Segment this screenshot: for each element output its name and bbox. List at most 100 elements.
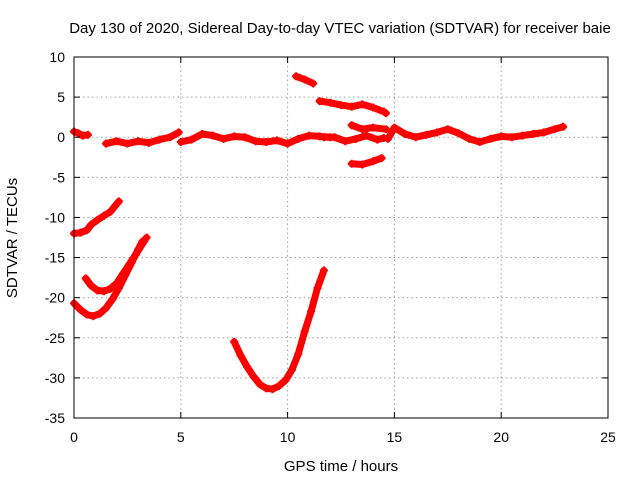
data-point-marker (262, 138, 271, 147)
data-point-marker (390, 123, 399, 132)
data-point-marker (362, 131, 371, 140)
data-point-marker (369, 123, 378, 132)
data-point-marker (411, 133, 420, 142)
data-point-marker (81, 274, 90, 283)
data-point-marker (219, 134, 228, 143)
data-point-marker (401, 130, 410, 139)
data-point-marker (112, 137, 121, 146)
series-track-1150-1430 (319, 131, 388, 146)
data-series (70, 72, 568, 394)
data-point-marker (131, 250, 140, 259)
series-track-1030-1120 (292, 72, 318, 88)
data-point-marker (89, 312, 98, 321)
data-point-marker (255, 380, 264, 389)
data-point-marker (93, 215, 102, 224)
data-point-marker (198, 130, 207, 139)
data-point-marker (381, 125, 390, 134)
data-point-marker (74, 129, 83, 138)
data-point-marker (358, 100, 367, 109)
y-tick-label: -35 (45, 410, 65, 426)
data-point-marker (422, 130, 431, 139)
data-point-marker (268, 385, 277, 394)
data-point-marker (87, 281, 96, 290)
data-point-marker (82, 226, 91, 235)
data-point-marker (358, 125, 367, 134)
series-track-1470-2300 (383, 122, 568, 147)
y-tick-label: -10 (45, 209, 65, 225)
data-point-marker (287, 365, 296, 374)
data-point-marker (125, 259, 134, 268)
series-track-0130-0500 (102, 128, 183, 148)
data-point-marker (377, 154, 386, 163)
y-tick-label: 10 (49, 49, 65, 65)
data-point-marker (300, 75, 309, 84)
data-point-marker (550, 125, 559, 134)
x-tick-label: 0 (70, 429, 78, 445)
data-point-marker (102, 304, 111, 313)
x-axis-label: GPS time / hours (284, 458, 398, 475)
data-point-marker (559, 122, 568, 131)
data-point-marker (529, 130, 538, 139)
y-tick-label: -30 (45, 370, 65, 386)
data-point-marker (307, 307, 316, 316)
data-point-marker (358, 160, 367, 169)
data-point-marker (230, 337, 239, 346)
y-tick-label: 5 (57, 89, 65, 105)
data-point-marker (497, 132, 506, 141)
data-point-marker (486, 134, 495, 143)
data-point-marker (230, 132, 239, 141)
data-point-marker (326, 98, 335, 107)
data-point-marker (465, 134, 474, 143)
data-point-marker (82, 310, 91, 319)
data-point-marker (281, 376, 290, 385)
x-tick-label: 5 (177, 429, 185, 445)
plot-frame (73, 56, 609, 419)
data-point-marker (347, 102, 356, 111)
y-axis-label: SDTVAR / TECUs (4, 178, 21, 298)
data-point-marker (119, 269, 128, 278)
x-tick-label: 10 (280, 429, 296, 445)
data-point-marker (114, 197, 123, 206)
data-point-marker (383, 134, 392, 143)
data-point-marker (373, 135, 382, 144)
series-track-1300-1440 (347, 154, 386, 169)
series-line (348, 121, 390, 133)
data-point-marker (272, 136, 281, 145)
data-point-marker (102, 139, 111, 148)
data-point-marker (341, 137, 350, 146)
y-tick-label: 0 (57, 129, 65, 145)
data-point-marker (76, 228, 85, 237)
data-point-marker (475, 138, 484, 147)
series-track-0730-1170 (230, 266, 328, 394)
data-point-marker (443, 125, 452, 134)
data-point-marker (240, 133, 249, 142)
data-point-marker (539, 128, 548, 137)
data-point-marker (87, 220, 96, 229)
data-point-marker (243, 362, 252, 371)
data-point-marker (249, 372, 258, 381)
data-point-marker (369, 103, 378, 112)
data-point-marker (433, 128, 442, 137)
series-track-1300-1450 (347, 121, 390, 134)
data-point-marker (369, 157, 378, 166)
series-track-0050-0340 (81, 233, 151, 296)
data-point-marker (187, 135, 196, 144)
data-point-marker (313, 284, 322, 293)
x-tick-label: 25 (600, 429, 616, 445)
data-point-marker (144, 138, 153, 147)
data-point-marker (330, 133, 339, 142)
y-tick-label: -25 (45, 330, 65, 346)
y-tick-label: -15 (45, 250, 65, 266)
data-point-marker (99, 211, 108, 220)
x-tick-label: 20 (493, 429, 509, 445)
data-point-marker (251, 137, 260, 146)
data-point-marker (134, 137, 143, 146)
data-point-marker (112, 279, 121, 288)
series-track-0000-0210 (70, 197, 123, 238)
data-point-marker (315, 97, 324, 106)
data-point-marker (347, 159, 356, 168)
chart-title: Day 130 of 2020, Sidereal Day-to-day VTE… (69, 20, 611, 37)
data-point-marker (155, 135, 164, 144)
